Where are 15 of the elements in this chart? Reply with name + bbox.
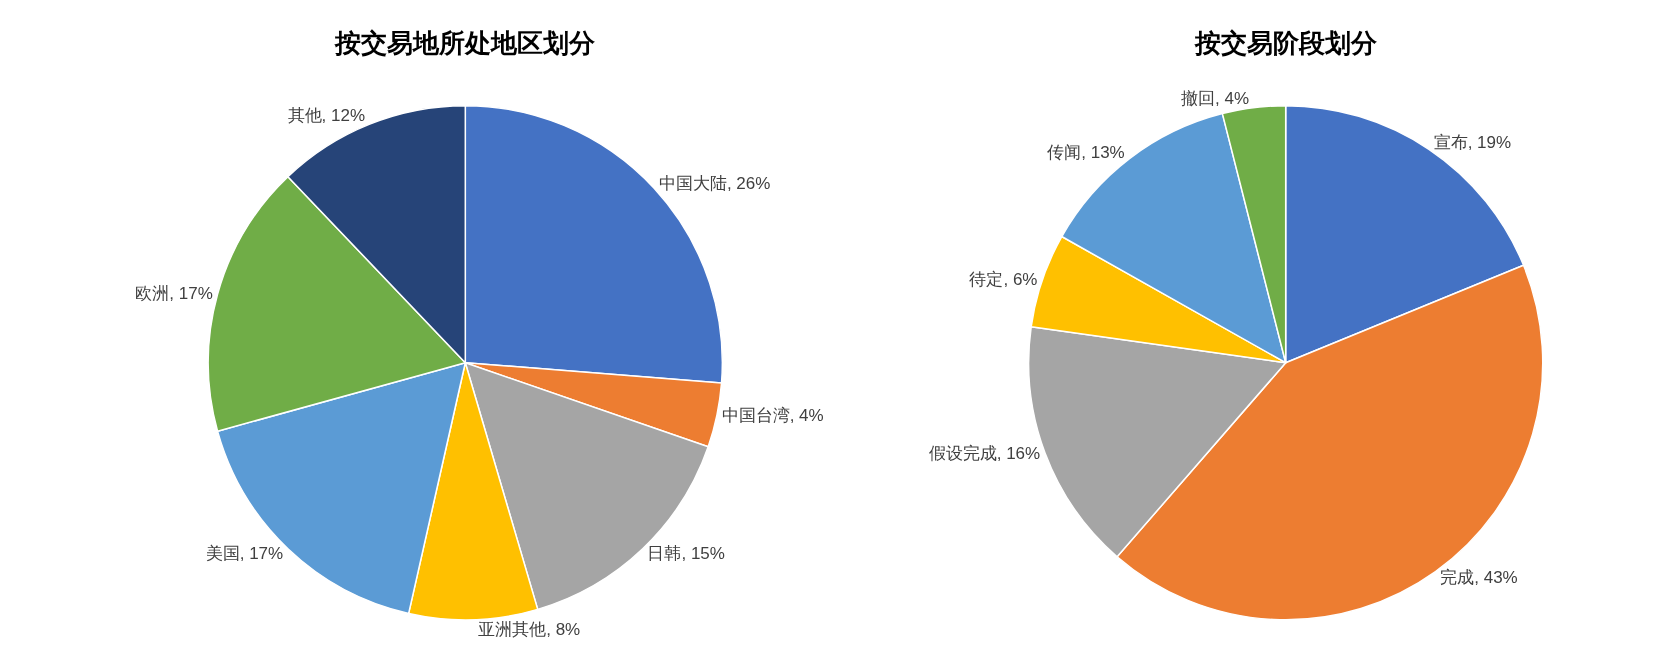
slice-label: 完成, 43% <box>1440 568 1518 588</box>
slice-label: 欧洲, 17% <box>135 284 213 304</box>
slice-label: 假设完成, 16% <box>928 444 1041 464</box>
slice-label: 美国, 17% <box>205 544 284 564</box>
slice-label: 中国大陆, 26% <box>658 174 771 194</box>
slice-label: 撤回, 4% <box>1181 88 1250 108</box>
slice-label: 传闻, 13% <box>1047 143 1125 163</box>
slice-label: 亚洲其他, 8% <box>478 619 581 639</box>
slice-label: 待定, 6% <box>969 269 1038 289</box>
slice-label: 日韩, 15% <box>647 544 725 564</box>
chart-title: 按交易地所处地区划分 <box>334 28 596 58</box>
slice-label: 中国台湾, 4% <box>721 406 824 426</box>
slice-label: 其他, 12% <box>287 106 366 126</box>
chart-title: 按交易阶段划分 <box>1194 28 1378 58</box>
slice-label: 宣布, 19% <box>1433 133 1512 153</box>
